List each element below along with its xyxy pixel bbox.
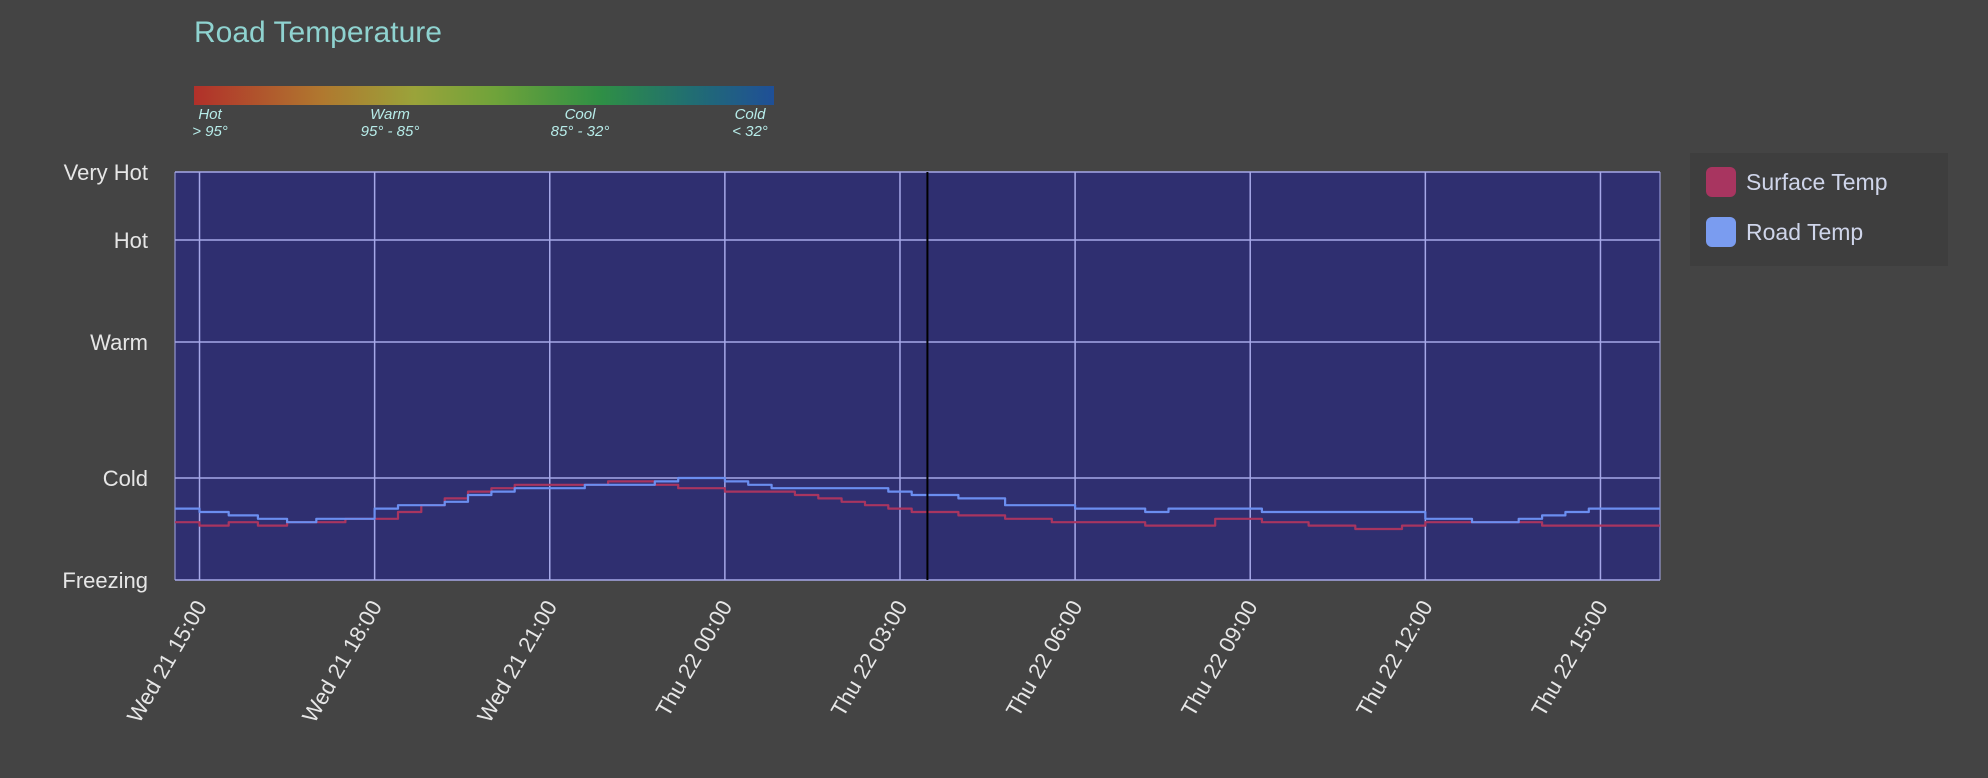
series-lines [175, 476, 1660, 531]
series-legend: Surface Temp Road Temp [1690, 153, 1948, 266]
scale-label-cold: Cold [734, 106, 766, 123]
legend-swatch-road-temp [1706, 217, 1736, 247]
scale-item-warm: Warm 95° - 85° [340, 106, 440, 140]
scale-item-cold: Cold < 32° [720, 106, 780, 140]
x-tick-label: Thu 22 00:00 [651, 596, 737, 721]
x-tick-label: Thu 22 06:00 [1001, 596, 1087, 721]
scale-range-warm: 95° - 85° [360, 123, 420, 140]
x-tick-label: Thu 22 09:00 [1176, 596, 1262, 721]
temperature-color-scale: Hot > 95° Warm 95° - 85° Cool 85° - 32° … [192, 86, 774, 140]
x-tick-label: Wed 21 21:00 [472, 596, 562, 727]
y-tick-label: Very Hot [64, 160, 148, 185]
y-tick-label: Warm [90, 330, 148, 355]
x-tick-label: Wed 21 15:00 [122, 596, 212, 727]
color-scale-gradient [194, 86, 774, 105]
y-axis-labels: Very Hot Hot Warm Cold Freezing [62, 160, 148, 593]
legend-item-surface-temp[interactable]: Surface Temp [1706, 167, 1887, 197]
legend-label-surface-temp: Surface Temp [1746, 168, 1888, 195]
scale-item-hot: Hot > 95° [180, 106, 240, 140]
scale-range-hot: > 95° [192, 123, 228, 140]
surface-temp-line [175, 480, 1660, 531]
x-tick-label: Thu 22 15:00 [1526, 596, 1612, 721]
chart-title: Road Temperature [194, 16, 442, 49]
scale-range-cool: 85° - 32° [550, 123, 610, 140]
y-tick-label: Hot [114, 228, 148, 253]
scale-item-cool: Cool 85° - 32° [530, 106, 630, 140]
y-tick-label: Cold [103, 466, 148, 491]
x-axis-labels: Wed 21 15:00 Wed 21 18:00 Wed 21 21:00 Thu … [122, 596, 1613, 727]
scale-range-cold: < 32° [732, 123, 768, 140]
legend-label-road-temp: Road Temp [1746, 218, 1864, 245]
legend-item-road-temp[interactable]: Road Temp [1706, 217, 1863, 247]
x-tick-label: Thu 22 12:00 [1351, 596, 1437, 721]
x-tick-label: Thu 22 03:00 [826, 596, 912, 721]
legend-swatch-surface-temp [1706, 167, 1736, 197]
scale-label-cool: Cool [564, 106, 596, 123]
scale-label-hot: Hot [198, 106, 222, 123]
scale-label-warm: Warm [370, 106, 410, 123]
y-tick-label: Freezing [62, 568, 148, 593]
grid-lines [174, 171, 1661, 581]
x-tick-label: Wed 21 18:00 [297, 596, 387, 727]
road-temp-line [175, 476, 1660, 524]
